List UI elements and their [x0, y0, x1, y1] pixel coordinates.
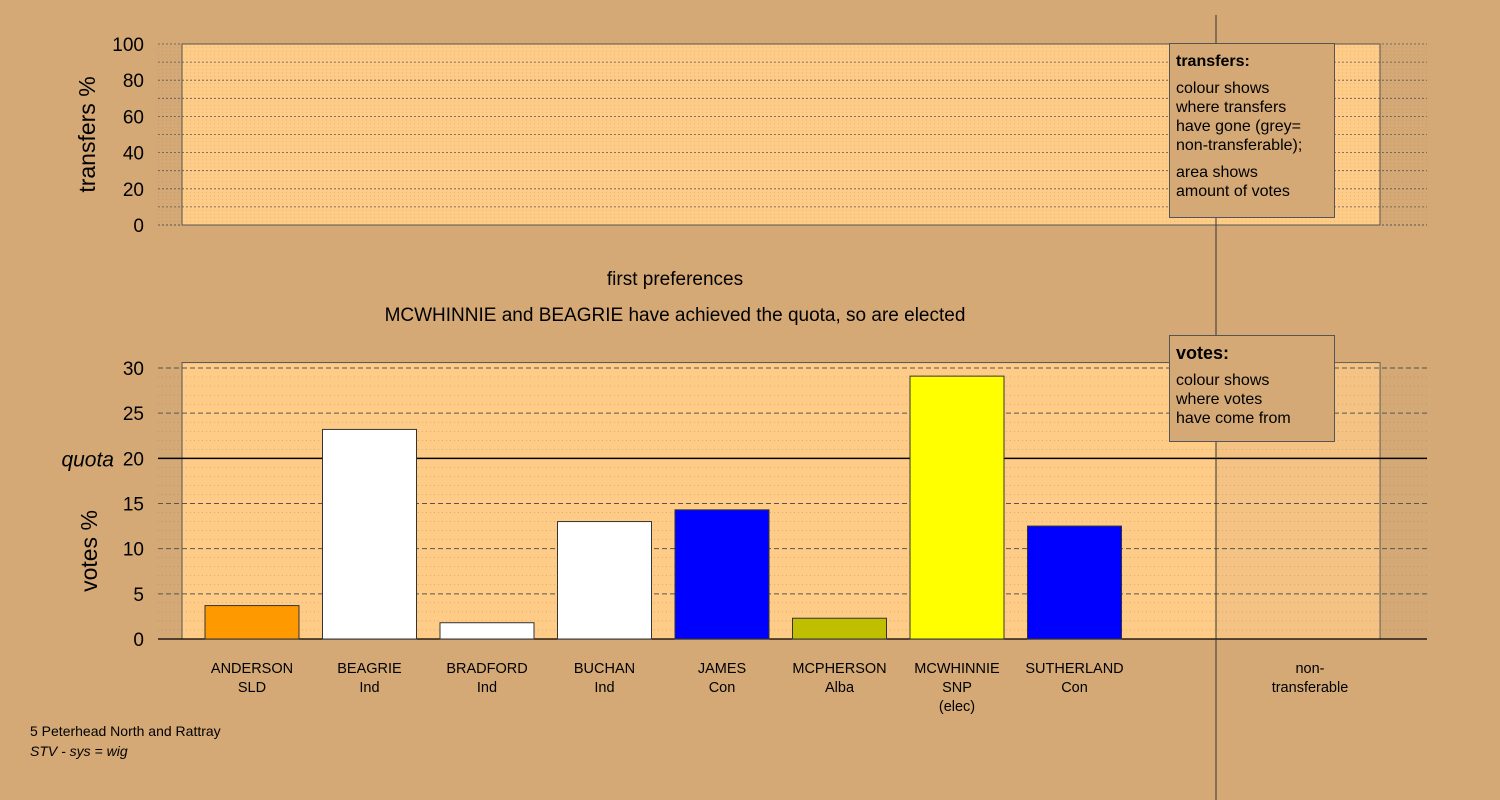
- vote-bar-sutherland: [1027, 525, 1122, 640]
- transfers-axis-label: transfers %: [74, 76, 100, 192]
- votes-tick-label: 0: [133, 630, 144, 651]
- vote-bar-buchan: [557, 521, 652, 640]
- transfers-legend-line: where transfers: [1176, 99, 1287, 116]
- candidate-party: Con: [1061, 680, 1088, 696]
- transfers-tick-label: 80: [123, 71, 144, 92]
- candidate-name: BUCHAN: [574, 661, 635, 677]
- candidate-party: Alba: [825, 680, 855, 696]
- candidate-name: MCWHINNIE: [914, 661, 1000, 677]
- transfers-tick-label: 40: [123, 144, 144, 165]
- candidate-name: MCPHERSON: [792, 661, 886, 677]
- elected-note: (elec): [939, 699, 975, 715]
- candidate-party: Ind: [477, 680, 497, 696]
- vote-bar-anderson: [204, 605, 300, 640]
- candidate-name: BEAGRIE: [337, 661, 402, 677]
- transfers-legend: transfers: colour shows where transfers …: [1169, 43, 1335, 218]
- votes-tick-label: 15: [123, 495, 144, 516]
- transfers-legend-title: transfers:: [1176, 53, 1250, 70]
- candidate-party: Ind: [594, 680, 614, 696]
- quota-label: quota: [61, 448, 114, 471]
- candidate-name: JAMES: [698, 661, 746, 677]
- transfers-tick-label: 20: [123, 180, 144, 201]
- transfers-tick-label: 0: [133, 216, 144, 237]
- vote-bar-bradford: [439, 622, 535, 640]
- candidate-party: Ind: [359, 680, 379, 696]
- transfers-legend-line: non-transferable);: [1176, 137, 1303, 154]
- nontransferable-label: transferable: [1272, 680, 1349, 696]
- votes-legend-line: where votes: [1176, 391, 1263, 408]
- votes-tick-label: 10: [123, 540, 144, 561]
- transfers-legend-line: amount of votes: [1176, 183, 1290, 200]
- status-heading: MCWHINNIE and BEAGRIE have achieved the …: [385, 305, 966, 326]
- votes-legend: votes: colour shows where votes have com…: [1169, 335, 1335, 442]
- candidate-party: SNP: [942, 680, 972, 696]
- votes-axis-label: votes %: [76, 510, 102, 592]
- candidate-party: SLD: [238, 680, 266, 696]
- transfers-legend-line: have gone (grey=: [1176, 118, 1301, 135]
- candidate-party: Con: [709, 680, 736, 696]
- nontransferable-label: non-: [1295, 661, 1324, 677]
- ward-name: 5 Peterhead North and Rattray: [30, 723, 221, 739]
- candidate-name: BRADFORD: [446, 661, 527, 677]
- transfers-legend-line: area shows: [1176, 164, 1258, 181]
- vote-bar-beagrie: [322, 428, 417, 640]
- votes-legend-line: colour shows: [1176, 372, 1270, 389]
- vote-bar-mcpherson: [792, 617, 887, 640]
- system-label: STV - sys = wig: [30, 743, 128, 759]
- votes-legend-line: have come from: [1176, 410, 1291, 427]
- votes-tick-label: 25: [123, 404, 144, 425]
- votes-legend-title: votes:: [1176, 343, 1230, 363]
- transfers-tick-label: 100: [112, 35, 144, 56]
- candidate-name: SUTHERLAND: [1025, 661, 1123, 677]
- transfers-tick-label: 60: [123, 107, 144, 128]
- vote-bar-james: [674, 509, 770, 640]
- votes-tick-label: 20: [123, 449, 144, 470]
- round-heading: first preferences: [607, 269, 743, 290]
- candidate-name: ANDERSON: [211, 661, 293, 677]
- votes-tick-label: 30: [123, 359, 144, 380]
- vote-bar-mcwhinnie: [909, 375, 1005, 640]
- transfers-legend-line: colour shows: [1176, 80, 1270, 97]
- votes-tick-label: 5: [133, 585, 144, 606]
